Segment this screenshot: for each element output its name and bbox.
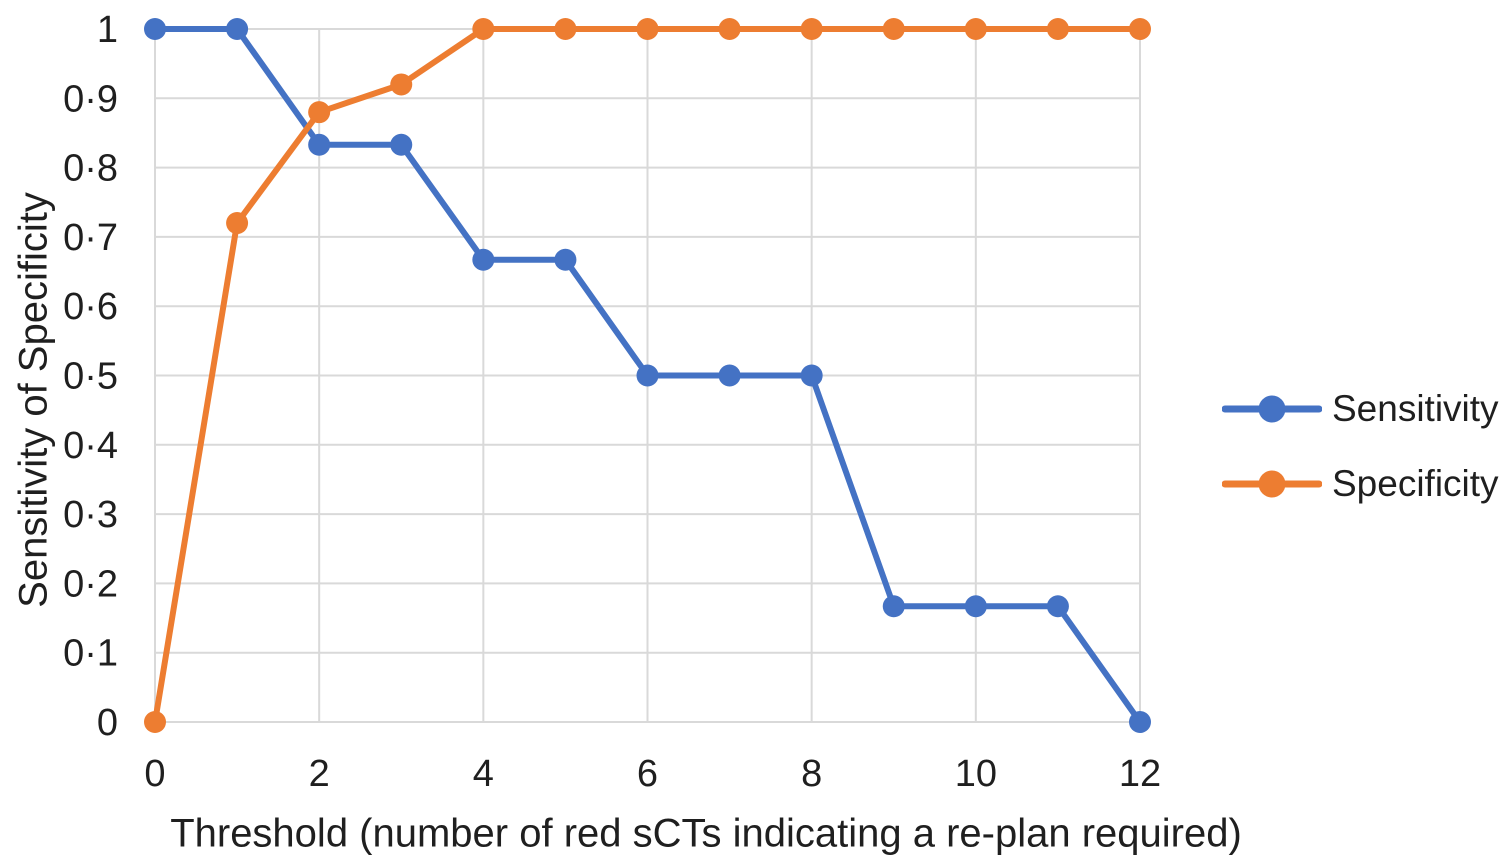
data-point-specificity [882, 18, 905, 40]
y-tick-label: 0·4 [63, 425, 118, 467]
sensitivity-line-marker-icon [1222, 395, 1322, 423]
y-axis-title: Sensitivity of Specificity [11, 192, 56, 608]
data-point-sensitivity [226, 18, 249, 40]
data-point-specificity [144, 711, 166, 733]
data-point-specificity [800, 18, 823, 40]
x-tick-label: 8 [801, 753, 822, 795]
data-point-sensitivity [718, 364, 741, 387]
data-point-sensitivity [554, 248, 577, 271]
y-tick-label: 0·3 [63, 494, 118, 536]
x-tick-label: 10 [955, 753, 997, 795]
data-point-sensitivity [800, 364, 823, 387]
data-point-specificity [308, 101, 331, 124]
x-tick-label: 12 [1119, 753, 1161, 795]
y-tick-label: 0·5 [63, 356, 118, 398]
y-tick-label: 1 [97, 9, 118, 51]
y-tick-label: 0 [97, 702, 118, 744]
y-tick-label: 0·8 [63, 148, 118, 190]
legend-item-specificity: Specificity [1222, 463, 1499, 505]
data-point-sensitivity [636, 364, 659, 387]
data-point-sensitivity [472, 248, 495, 271]
x-tick-label: 4 [473, 753, 494, 795]
x-tick-label: 6 [637, 753, 658, 795]
data-point-sensitivity [882, 595, 905, 618]
data-point-sensitivity [1046, 595, 1069, 618]
data-point-sensitivity [1129, 711, 1151, 733]
data-point-specificity [226, 212, 249, 235]
legend-item-sensitivity: Sensitivity [1222, 388, 1499, 430]
x-tick-label: 2 [309, 753, 330, 795]
data-point-specificity [390, 73, 413, 96]
data-point-specificity [1129, 18, 1151, 40]
data-point-specificity [636, 18, 659, 40]
data-point-sensitivity [308, 133, 331, 156]
legend: Sensitivity Specificity [1222, 388, 1499, 505]
y-tick-label: 0·1 [63, 633, 118, 675]
data-point-specificity [472, 18, 495, 40]
data-point-sensitivity [390, 133, 413, 156]
data-point-sensitivity [964, 595, 987, 618]
y-tick-label: 0·9 [63, 78, 118, 120]
y-tick-label: 0·2 [63, 563, 118, 605]
x-tick-label: 0 [144, 753, 165, 795]
data-point-specificity [964, 18, 987, 40]
data-point-specificity [1046, 18, 1069, 40]
data-point-specificity [718, 18, 741, 40]
specificity-line-marker-icon [1222, 470, 1322, 498]
y-tick-label: 0·7 [63, 217, 118, 259]
legend-label-sensitivity: Sensitivity [1332, 388, 1499, 429]
y-tick-label: 0·6 [63, 286, 118, 328]
x-axis-title: Threshold (number of red sCTs indicating… [170, 811, 1242, 856]
legend-label-specificity: Specificity [1332, 463, 1499, 504]
data-point-specificity [554, 18, 577, 40]
data-point-sensitivity [144, 18, 166, 40]
